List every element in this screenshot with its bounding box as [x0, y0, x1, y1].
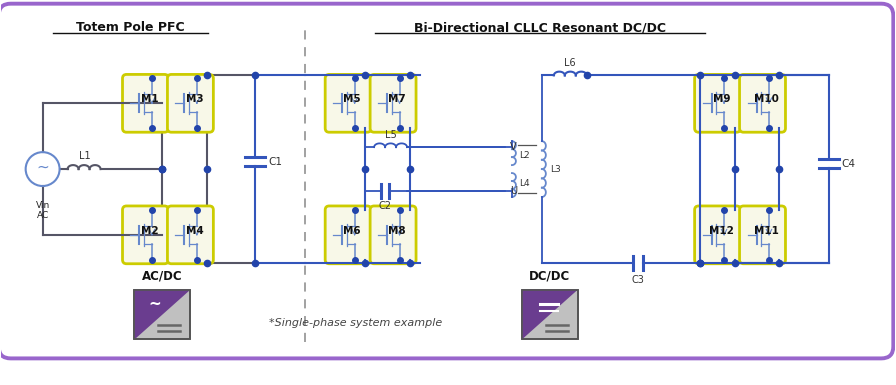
- FancyBboxPatch shape: [0, 4, 893, 358]
- Polygon shape: [134, 290, 190, 340]
- Text: M9: M9: [713, 94, 730, 104]
- FancyBboxPatch shape: [168, 74, 213, 132]
- FancyBboxPatch shape: [123, 74, 168, 132]
- Text: M1: M1: [141, 94, 159, 104]
- FancyBboxPatch shape: [739, 74, 786, 132]
- Text: L3: L3: [550, 164, 561, 174]
- Text: L2: L2: [519, 151, 530, 160]
- Text: DC/DC: DC/DC: [530, 270, 571, 283]
- Text: Bi-Directional CLLC Resonant DC/DC: Bi-Directional CLLC Resonant DC/DC: [414, 21, 666, 34]
- Bar: [521, 290, 578, 340]
- FancyBboxPatch shape: [694, 74, 741, 132]
- Text: *Single-phase system example: *Single-phase system example: [269, 318, 442, 328]
- FancyBboxPatch shape: [123, 206, 168, 264]
- Text: C1: C1: [268, 157, 282, 167]
- Text: M6: M6: [343, 226, 361, 236]
- Text: AC/DC: AC/DC: [142, 270, 183, 283]
- FancyBboxPatch shape: [370, 74, 416, 132]
- FancyBboxPatch shape: [739, 206, 786, 264]
- FancyBboxPatch shape: [168, 206, 213, 264]
- Text: C3: C3: [632, 275, 644, 285]
- Text: M10: M10: [754, 94, 779, 104]
- Text: M2: M2: [141, 226, 159, 236]
- Bar: [521, 290, 578, 340]
- Text: M8: M8: [388, 226, 406, 236]
- Text: C4: C4: [841, 159, 856, 169]
- Text: M7: M7: [388, 94, 406, 104]
- FancyBboxPatch shape: [325, 206, 371, 264]
- Text: L4: L4: [519, 179, 530, 187]
- Text: ~: ~: [36, 160, 49, 174]
- FancyBboxPatch shape: [325, 74, 371, 132]
- Bar: [134, 290, 190, 340]
- Bar: [134, 290, 190, 340]
- Text: M5: M5: [343, 94, 361, 104]
- FancyBboxPatch shape: [370, 206, 416, 264]
- Text: M12: M12: [709, 226, 734, 236]
- Text: C2: C2: [379, 201, 392, 211]
- Text: M11: M11: [754, 226, 779, 236]
- Polygon shape: [521, 290, 578, 340]
- Text: ~: ~: [148, 297, 160, 312]
- Text: Totem Pole PFC: Totem Pole PFC: [76, 21, 185, 34]
- Text: L5: L5: [385, 130, 397, 140]
- Text: U: U: [510, 186, 517, 196]
- Text: V: V: [510, 142, 516, 152]
- FancyBboxPatch shape: [694, 206, 741, 264]
- Text: Vin
AC: Vin AC: [36, 201, 50, 220]
- Text: L1: L1: [79, 151, 90, 161]
- Text: M3: M3: [185, 94, 203, 104]
- Text: L6: L6: [564, 59, 575, 69]
- Text: M4: M4: [185, 226, 203, 236]
